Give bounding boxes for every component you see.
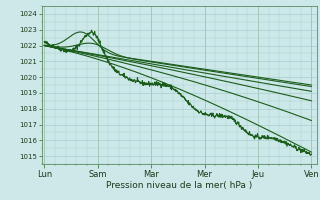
X-axis label: Pression niveau de la mer( hPa ): Pression niveau de la mer( hPa ) [106,181,252,190]
